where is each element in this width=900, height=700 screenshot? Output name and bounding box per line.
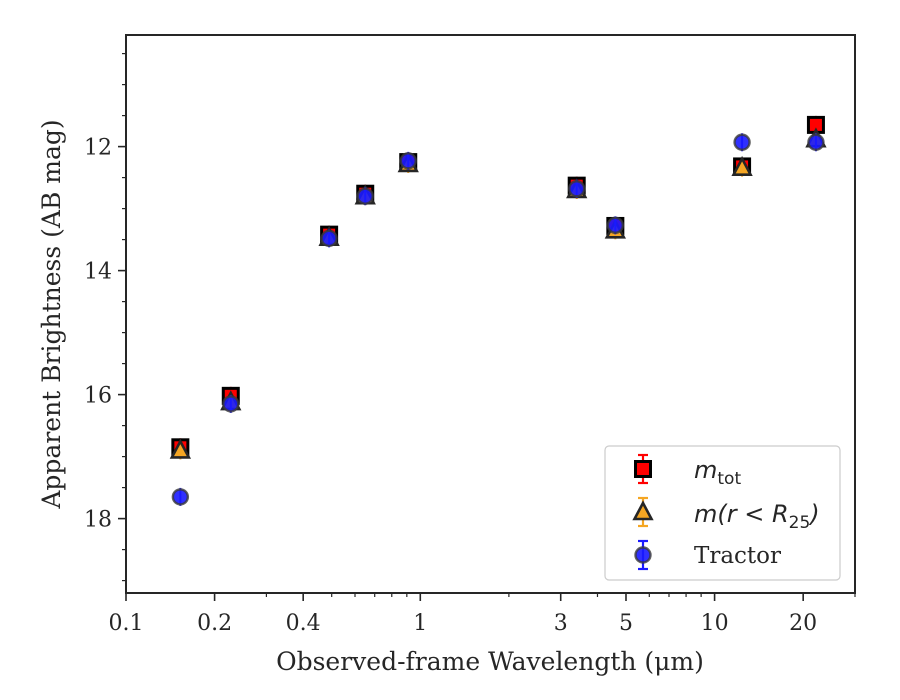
legend-mtot-main: m [694,456,717,484]
tractor-point [733,133,751,151]
legend-mr25-end: ) [808,500,819,528]
mr25-point [169,438,192,459]
x-axis-label: Observed-frame Wavelength (μm) [276,647,704,676]
tractor-point [606,216,625,235]
tractor-point [568,180,586,198]
legend-mr25-main: m(r < R [694,500,789,528]
tractor-point [399,152,417,170]
legend-mtot-sub: tot [717,469,741,489]
x-tick-label: 0.2 [197,611,232,636]
x-tick-label: 10 [701,611,729,636]
legend-symbol-tractor [634,546,652,564]
mr25-point [731,155,753,176]
data-marks [169,115,827,506]
legend-mr25-sub: 25 [789,513,811,533]
x-axis-ticks: 0.1 0.2 0.4 1 3 5 10 20 [109,593,856,636]
legend-marker-mtot [634,453,652,485]
y-tick-label: 12 [84,136,112,161]
legend-markers [632,453,654,571]
tractor-point [222,395,240,413]
x-tick-label: 5 [619,611,633,636]
legend-marker-tractor [634,539,652,571]
legend-label-tractor: Tractor [694,543,781,569]
tractor-point [807,133,825,151]
tractor-point [320,229,338,248]
legend-box [604,445,841,581]
series-tractor [171,133,825,506]
x-tick-label: 3 [554,611,568,636]
y-axis-ticks: 12 14 16 18 [84,52,126,582]
x-tick-label: 0.4 [286,611,321,636]
x-tick-label: 0.1 [109,611,144,636]
legend-label-mtot: mtot [694,456,741,489]
legend-marker-mr25 [632,496,654,528]
legend-symbol-mtot [634,460,652,478]
legend: mtot m(r < R25) Tractor [604,445,841,581]
y-tick-label: 18 [84,508,112,533]
y-tick-label: 14 [84,260,112,285]
x-tick-label: 1 [413,611,427,636]
tractor-point [171,488,190,506]
x-tick-label: 20 [789,611,817,636]
tractor-point [356,187,374,205]
plot-frame [125,34,856,594]
y-tick-label: 16 [84,384,112,409]
legend-symbol-mr25 [632,500,654,521]
y-axis-label: Apparent Brightness (AB mag) [37,119,66,509]
legend-label-mr25: m(r < R25) [694,500,820,533]
